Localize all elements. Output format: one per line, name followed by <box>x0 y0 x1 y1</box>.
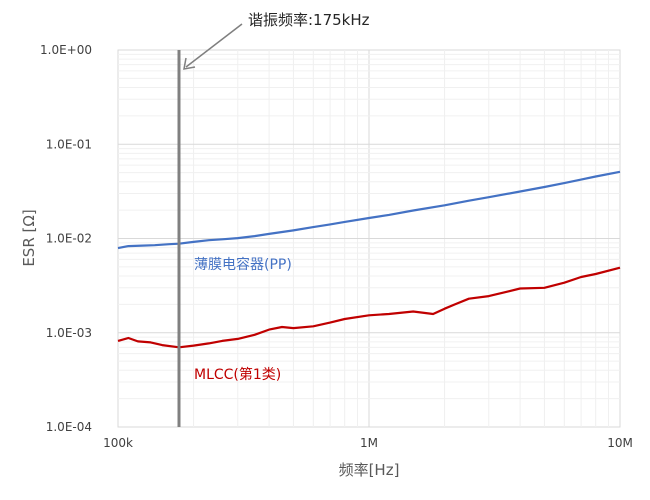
x-axis-label: 频率[Hz] <box>339 461 400 479</box>
film-capacitor-series-line <box>117 170 621 250</box>
annotation-arrow <box>183 23 243 70</box>
y-tick-label: 1.0E+00 <box>40 43 92 57</box>
y-axis-label: ESR [Ω] <box>20 209 38 266</box>
mlcc-label: MLCC(第1类) <box>194 366 281 383</box>
grid <box>118 50 620 427</box>
x-tick-label: 100k <box>103 436 133 450</box>
x-tick-label: 10M <box>607 436 633 450</box>
y-tick-labels: 1.0E+00 1.0E-01 1.0E-02 1.0E-03 1.0E-04 <box>40 43 92 434</box>
y-tick-label: 1.0E-01 <box>46 137 92 151</box>
series-lines <box>117 170 621 349</box>
x-tick-labels: 100k 1M 10M <box>103 436 633 450</box>
resonance-annotation: 谐振频率:175kHz <box>248 11 370 29</box>
y-tick-label: 1.0E-03 <box>46 326 92 340</box>
y-tick-label: 1.0E-02 <box>46 232 92 246</box>
film-capacitor-label: 薄膜电容器(PP) <box>194 256 292 273</box>
x-tick-label: 1M <box>360 436 378 450</box>
y-tick-label: 1.0E-04 <box>46 420 92 434</box>
mlcc-series-line <box>117 266 621 349</box>
